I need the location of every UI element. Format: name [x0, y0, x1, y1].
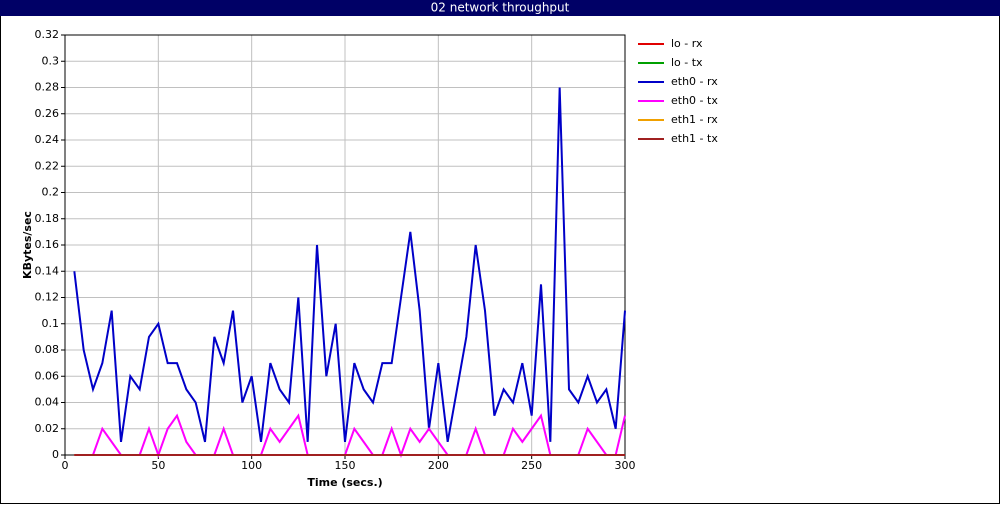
legend-label: lo - tx — [671, 56, 703, 69]
series-line — [73, 87, 626, 443]
y-tick-label: 0.26 — [35, 107, 60, 120]
y-tick-label: 0.16 — [35, 238, 60, 251]
y-tick-label: 0.08 — [35, 343, 60, 356]
y-tick-label: 0.24 — [35, 133, 60, 146]
title-bar — [0, 0, 1000, 16]
y-tick-label: 0.12 — [35, 291, 60, 304]
y-tick-label: 0 — [52, 448, 59, 461]
legend-label: eth0 - tx — [671, 94, 718, 107]
x-tick-label: 250 — [521, 459, 542, 472]
legend-label: eth1 - tx — [671, 132, 718, 145]
y-tick-label: 0.3 — [42, 54, 60, 67]
y-tick-label: 0.14 — [35, 264, 60, 277]
y-tick-label: 0.06 — [35, 369, 60, 382]
y-tick-label: 0.22 — [35, 159, 60, 172]
y-tick-label: 0.04 — [35, 396, 60, 409]
x-axis-label: Time (secs.) — [307, 476, 382, 489]
x-tick-label: 100 — [241, 459, 262, 472]
x-tick-label: 150 — [335, 459, 356, 472]
series-line — [74, 413, 626, 458]
y-tick-label: 0.2 — [42, 186, 60, 199]
x-tick-label: 200 — [428, 459, 449, 472]
y-axis-label: KBytes/sec — [21, 211, 34, 279]
legend-label: lo - rx — [671, 37, 703, 50]
legend-label: eth1 - rx — [671, 113, 718, 126]
y-tick-label: 0.18 — [35, 212, 60, 225]
y-tick-label: 0.02 — [35, 422, 60, 435]
y-tick-label: 0.28 — [35, 81, 60, 94]
x-tick-label: 300 — [615, 459, 636, 472]
y-tick-label: 0.1 — [42, 317, 60, 330]
x-tick-label: 0 — [62, 459, 69, 472]
legend-label: eth0 - rx — [671, 75, 718, 88]
y-tick-label: 0.32 — [35, 28, 60, 41]
x-tick-label: 50 — [151, 459, 165, 472]
chart-title: 02 network throughput — [431, 1, 570, 15]
